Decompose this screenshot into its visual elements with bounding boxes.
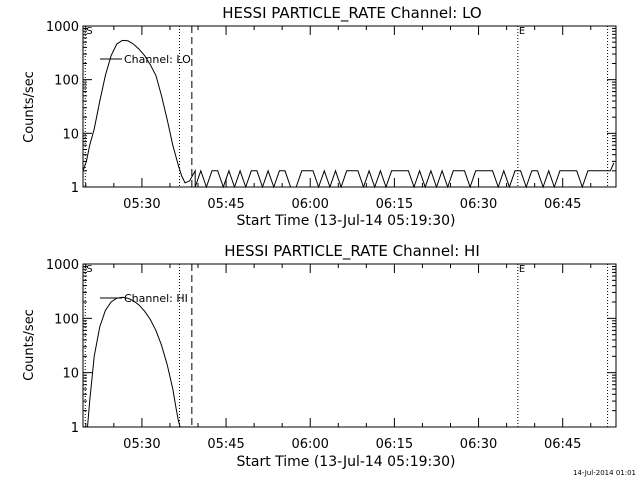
y-tick-label: 100 [54,312,79,327]
x-tick-label: 06:45 [544,197,581,212]
legend: Channel: HI [100,292,188,305]
legend-label: Channel: HI [124,292,188,305]
y-tick-label: 10 [62,367,79,382]
chart-title: HESSI PARTICLE_RATE Channel: HI [224,242,480,261]
plot-frame [82,263,617,428]
legend: Channel: LO [100,53,191,66]
y-tick-label: 1 [71,421,79,436]
time-marker-label: S [86,264,92,275]
x-axis: 05:30 05:45 06:00 06:15 06:30 06:45 [85,264,592,452]
x-tick-label: 06:15 [376,437,413,452]
x-tick-label: 06:30 [460,437,497,452]
footer-timestamp: 14-Jul-2014 01:01 [573,469,636,477]
plot-frame [82,25,617,188]
x-axis-label: Start Time (13-Jul-14 05:19:30) [236,454,455,470]
y-tick-label: 1000 [46,20,79,35]
y-axis-label: Counts/sec [22,309,37,381]
y-axis: 1 10 100 1000 [46,20,616,196]
x-tick-label: 06:30 [460,197,497,212]
legend-label: Channel: LO [124,53,191,66]
time-marker-label: E [519,264,525,275]
x-tick-label: 05:30 [123,197,160,212]
y-tick-label: 100 [54,74,79,89]
y-tick-label: 10 [62,127,79,142]
x-axis-label: Start Time (13-Jul-14 05:19:30) [236,213,455,229]
chart-panel-lo: HESSI PARTICLE_RATE Channel: LO 1 10 100 10… [22,4,617,229]
series-line [87,296,181,428]
y-tick-label: 1 [71,181,79,196]
x-tick-label: 05:45 [207,197,244,212]
chart-title: HESSI PARTICLE_RATE Channel: LO [222,4,481,23]
series-layer [87,296,181,428]
x-axis: 05:30 05:45 06:00 06:15 06:30 06:45 [85,26,592,212]
x-tick-label: 06:00 [291,437,328,452]
x-tick-label: 05:45 [207,437,244,452]
time-marker-label: E [519,26,525,37]
x-tick-label: 06:00 [291,197,328,212]
time-marker-label: S [86,26,92,37]
x-tick-label: 05:30 [123,437,160,452]
x-tick-label: 06:15 [376,197,413,212]
series-line [82,39,615,189]
x-tick-label: 06:45 [544,437,581,452]
chart-panel-hi: HESSI PARTICLE_RATE Channel: HI 1 10 100 10… [22,242,617,470]
y-axis-label: Counts/sec [22,71,37,143]
series-layer [82,39,615,189]
y-tick-label: 1000 [46,258,79,273]
